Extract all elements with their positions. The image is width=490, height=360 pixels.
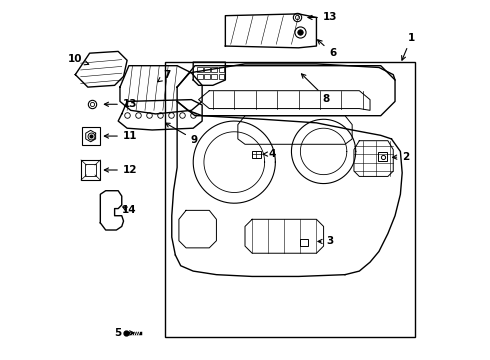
Text: 3: 3 [318, 237, 334, 247]
Text: 6: 6 [318, 40, 336, 58]
Bar [211, 74, 217, 79]
Bar [81, 160, 100, 180]
Bar [211, 67, 217, 72]
Text: 2: 2 [392, 152, 410, 162]
Text: 12: 12 [104, 165, 137, 175]
Bar [197, 74, 203, 79]
Text: 13: 13 [308, 13, 338, 22]
Text: 9: 9 [166, 123, 198, 145]
Bar [197, 67, 203, 72]
Bar [300, 239, 308, 246]
Bar [82, 127, 99, 145]
Text: 11: 11 [104, 131, 137, 141]
Text: 14: 14 [122, 205, 136, 215]
Bar [204, 74, 210, 79]
Text: 5: 5 [115, 328, 134, 338]
Text: 7: 7 [158, 69, 171, 82]
Bar [378, 153, 387, 161]
Text: 1: 1 [402, 33, 415, 60]
Text: 13: 13 [104, 99, 137, 109]
Bar [204, 67, 210, 72]
Text: 8: 8 [301, 74, 330, 104]
Bar [219, 74, 224, 79]
Bar [252, 151, 261, 158]
Text: 10: 10 [68, 54, 89, 65]
Bar [165, 62, 415, 337]
Bar [85, 163, 97, 176]
Bar [219, 67, 224, 72]
Text: 4: 4 [263, 149, 275, 159]
